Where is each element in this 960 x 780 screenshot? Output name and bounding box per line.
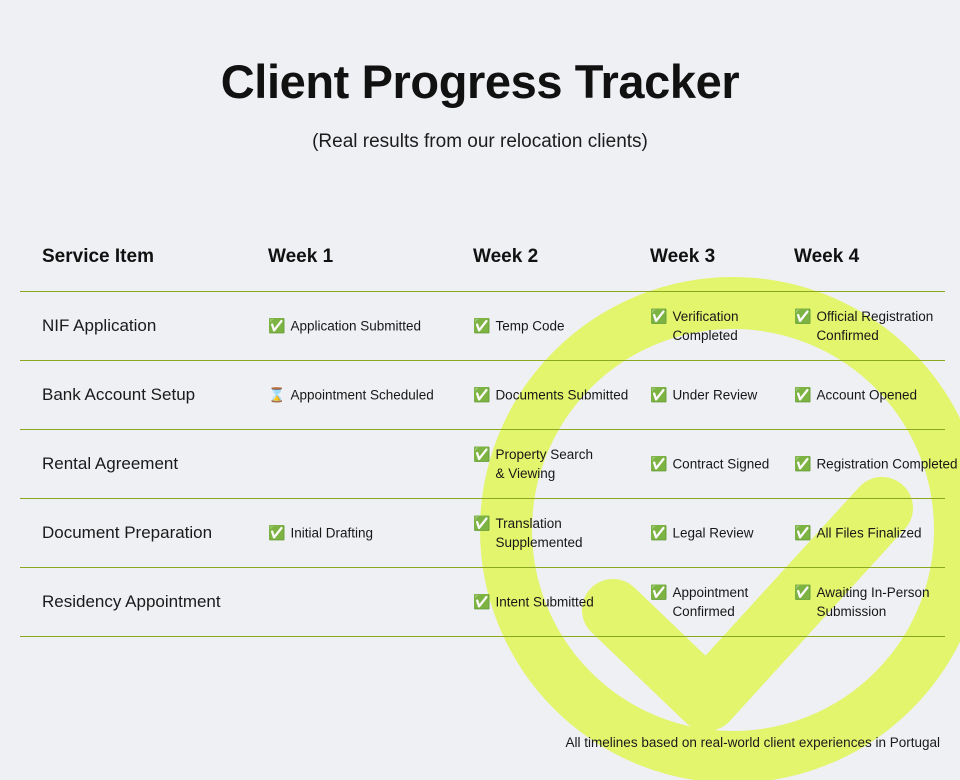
row-label-nif-application: NIF Application [42,316,157,335]
table-row: Rental Agreement ✅ Property Search & Vie… [20,430,958,498]
table-header-row: Service Item Week 1 Week 2 Week 3 Week 4 [20,236,945,291]
cell-text: Intent Submitted [495,594,594,610]
cell-docprep-week2: ✅ Translation Supplemented [473,514,658,552]
cell-residency-week3: ✅ Appointment Confirmed [650,583,800,621]
page-title: Client Progress Tracker [220,55,740,108]
cell-text: Awaiting In-Person Submission [816,584,930,619]
cell-bank-week4: ✅ Account Opened [794,385,960,404]
row-label-residency-appointment: Residency Appointment [42,592,221,611]
cell-text: Under Review [672,387,758,403]
cell-text: Account Opened [816,387,918,403]
cell-text: Registration Completed [816,456,958,472]
cell-nif-week2: ✅ Temp Code [473,316,658,335]
cell-text: Appointment Confirmed [672,584,749,619]
cell-text: Initial Drafting [290,525,373,541]
cell-nif-week1: ✅ Application Submitted [268,316,468,335]
cell-bank-week2: ✅ Documents Submitted [473,385,658,404]
check-mark-button-icon: ✅ [473,445,491,462]
check-mark-button-icon: ✅ [794,455,812,472]
check-mark-button-icon: ✅ [650,307,668,324]
row-label-document-preparation: Document Preparation [42,523,213,542]
cell-text: Translation Supplemented [495,515,583,550]
cell-text: Verification Completed [672,308,739,343]
cell-rental-week2: ✅ Property Search & Viewing [473,445,658,483]
cell-text: Appointment Scheduled [290,387,434,403]
cell-text: Documents Submitted [495,387,629,403]
cell-nif-week3: ✅ Verification Completed [650,307,800,345]
cell-text: Contract Signed [672,456,770,472]
cell-text: Temp Code [495,318,565,334]
check-mark-button-icon: ✅ [473,593,491,610]
cell-docprep-week4: ✅ All Files Finalized [794,523,960,542]
table-row: Document Preparation ✅ Initial Drafting … [20,499,945,567]
cell-text: Property Search & Viewing [495,446,593,481]
cell-bank-week1: ⌛ Appointment Scheduled [268,385,468,404]
cell-residency-week2: ✅ Intent Submitted [473,592,658,611]
column-header-service-item: Service Item [42,246,154,267]
check-mark-button-icon: ✅ [650,386,668,403]
table-row: NIF Application ✅ Application Submitted … [20,292,945,360]
footer-note: All timelines based on real-world client… [565,735,940,750]
cell-residency-week4: ✅ Awaiting In-Person Submission [794,583,960,621]
check-mark-button-icon: ✅ [650,455,668,472]
check-mark-button-icon: ✅ [473,386,491,403]
column-header-week-3: Week 3 [650,246,716,267]
check-mark-button-icon: ✅ [794,307,812,324]
row-label-bank-account-setup: Bank Account Setup [42,385,196,404]
row-label-rental-agreement: Rental Agreement [42,454,179,473]
cell-docprep-week1: ✅ Initial Drafting [268,523,468,542]
check-mark-button-icon: ✅ [473,317,491,334]
check-mark-button-icon: ✅ [794,386,812,403]
hourglass-icon: ⌛ [268,386,286,403]
column-header-week-4: Week 4 [794,246,860,267]
cell-text: All Files Finalized [816,525,922,541]
column-header-week-1: Week 1 [268,246,334,267]
cell-text: Legal Review [672,525,754,541]
check-mark-button-icon: ✅ [794,583,812,600]
cell-rental-week3: ✅ Contract Signed [650,454,800,473]
cell-docprep-week3: ✅ Legal Review [650,523,800,542]
column-header-week-2: Week 2 [473,246,539,267]
table-divider [20,636,945,637]
cell-nif-week4: ✅ Official Registration Confirmed [794,307,960,345]
check-mark-button-icon: ✅ [650,583,668,600]
check-mark-button-icon: ✅ [473,514,491,531]
cell-text: Official Registration Confirmed [816,308,934,343]
table-row: Bank Account Setup ⌛ Appointment Schedul… [20,361,945,429]
cell-rental-week4: ✅ Registration Completed [794,454,960,473]
table-row: Residency Appointment ✅ Intent Submitted… [20,568,945,636]
page-subtitle: (Real results from our relocation client… [312,131,648,152]
cell-bank-week3: ✅ Under Review [650,385,800,404]
check-mark-button-icon: ✅ [268,524,286,541]
progress-table: Service Item Week 1 Week 2 Week 3 Week 4… [20,236,958,637]
check-mark-button-icon: ✅ [650,524,668,541]
check-mark-button-icon: ✅ [794,524,812,541]
check-mark-button-icon: ✅ [268,317,286,334]
cell-text: Application Submitted [290,318,422,334]
